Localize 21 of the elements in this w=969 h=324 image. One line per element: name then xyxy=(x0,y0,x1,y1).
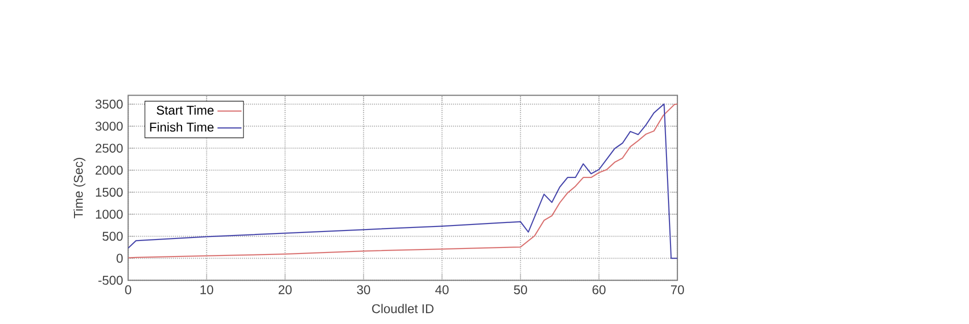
x-axis-title: Cloudlet ID xyxy=(372,304,434,314)
x-tick-label: 60 xyxy=(592,285,606,294)
y-tick-label: -500 xyxy=(98,276,123,285)
y-tick-label: 2500 xyxy=(96,144,123,153)
y-tick-label: 0 xyxy=(116,254,123,263)
y-tick-label: 1500 xyxy=(96,188,123,197)
y-tick-label: 3000 xyxy=(95,122,123,131)
x-tick-label: 0 xyxy=(125,285,132,294)
y-tick-label: 500 xyxy=(102,232,123,241)
y-tick-label: 3500 xyxy=(95,100,123,109)
x-tick-label: 20 xyxy=(278,285,292,294)
x-tick-label: 30 xyxy=(356,285,370,294)
y-axis-title: Time (Sec) xyxy=(74,158,86,218)
x-tick-label: 70 xyxy=(671,285,684,294)
x-tick-label: 10 xyxy=(200,285,214,294)
x-tick-label: 40 xyxy=(435,285,449,294)
x-tick-label: 50 xyxy=(514,285,528,294)
legend-label: Finish Time xyxy=(150,122,214,132)
legend-label: Start Time xyxy=(156,105,214,115)
y-tick-label: 1000 xyxy=(96,210,123,219)
y-tick-label: 2000 xyxy=(96,166,123,175)
